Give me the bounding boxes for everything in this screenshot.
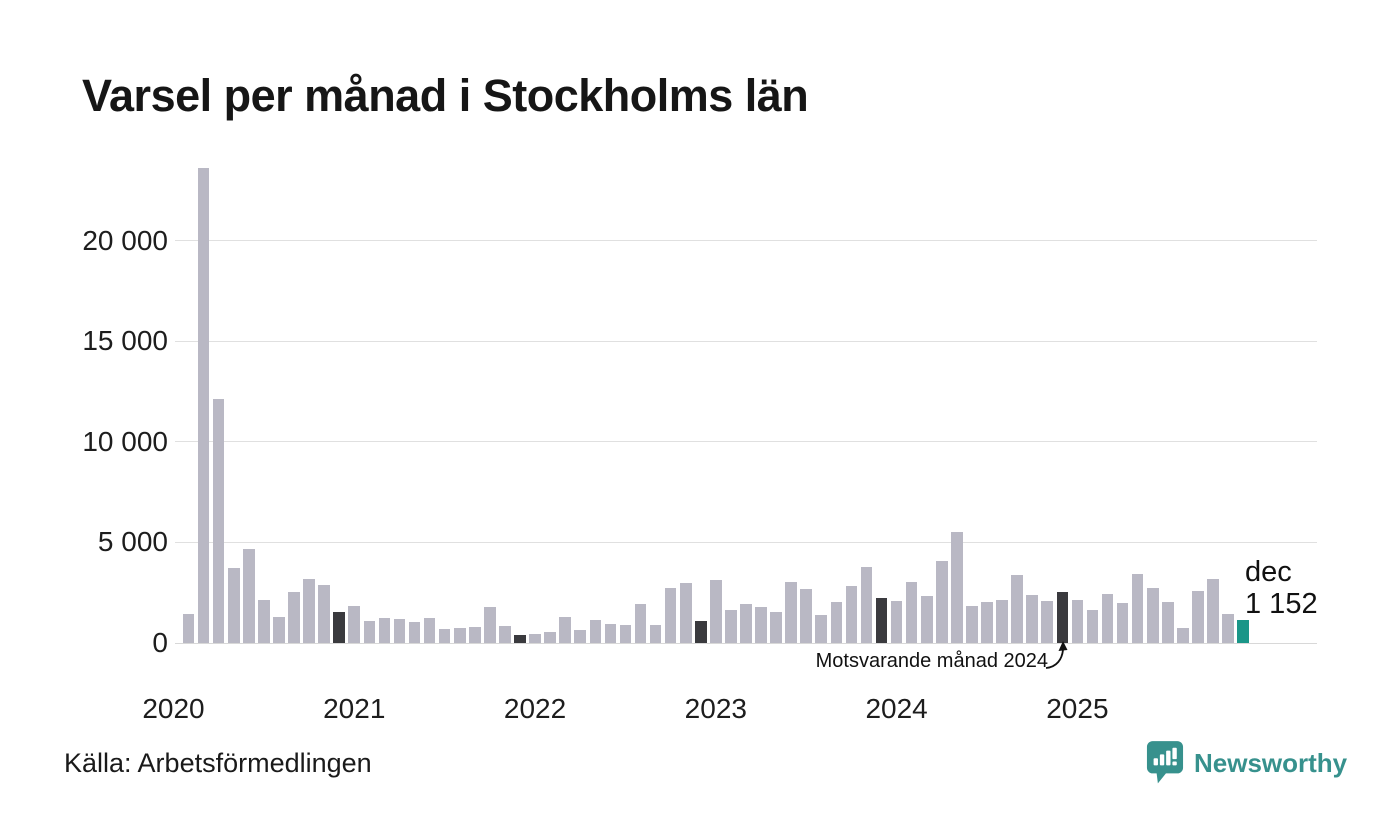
bar-2021-02[interactable] <box>363 621 376 643</box>
bar-2022-07[interactable] <box>619 625 632 643</box>
bar-2025-06[interactable] <box>1146 587 1159 643</box>
bar-2021-05[interactable] <box>408 622 421 643</box>
bar-2025-04[interactable] <box>1116 602 1129 643</box>
bar-2025-09[interactable] <box>1192 591 1204 643</box>
bar-2025-03[interactable] <box>1101 593 1114 643</box>
bar-2021-01[interactable] <box>348 606 361 643</box>
bar-2022-05[interactable] <box>589 620 602 643</box>
bar-2024-03[interactable] <box>920 596 933 643</box>
bar-2025-05[interactable] <box>1131 573 1144 643</box>
bar-2023-05[interactable] <box>770 612 782 643</box>
bar-2022-12[interactable] <box>694 621 707 643</box>
newsworthy-brand-name: Newsworthy <box>1194 747 1348 778</box>
bar-2022-09[interactable] <box>649 625 662 643</box>
gridline <box>175 240 1317 242</box>
bar-2023-08[interactable] <box>815 614 828 643</box>
annotation-corresponding-month: Motsvarande månad 2024 <box>815 650 1048 672</box>
bar-2025-01[interactable] <box>1071 600 1084 643</box>
bar-2025-12[interactable] <box>1237 619 1249 643</box>
bar-2021-11[interactable] <box>499 626 511 643</box>
y-axis-tick-label: 10 000 <box>82 425 168 457</box>
bar-2023-10[interactable] <box>845 585 858 643</box>
bar-2021-12[interactable] <box>514 635 526 643</box>
current-bar-month: dec <box>1245 556 1292 588</box>
x-axis-year-label: 2021 <box>323 693 386 724</box>
bar-2022-08[interactable] <box>634 603 647 643</box>
bar-2020-06[interactable] <box>243 549 255 643</box>
bar-2023-12[interactable] <box>875 597 888 643</box>
newsworthy-logo-icon <box>1146 741 1184 784</box>
bar-2024-08[interactable] <box>996 599 1008 643</box>
bar-2023-03[interactable] <box>740 604 752 643</box>
bar-2025-11[interactable] <box>1222 613 1234 643</box>
y-axis-tick-label: 5 000 <box>97 526 168 558</box>
y-axis-tick-label: 15 000 <box>82 325 168 357</box>
gridline <box>175 441 1317 443</box>
bar-2021-08[interactable] <box>453 628 466 643</box>
bar-2024-10[interactable] <box>1026 594 1038 643</box>
bar-2025-02[interactable] <box>1086 610 1099 643</box>
bar-2020-12[interactable] <box>333 612 345 643</box>
newsworthy-brand[interactable]: Newsworthy <box>1146 740 1347 784</box>
bar-2022-04[interactable] <box>574 629 587 643</box>
bar-2020-07[interactable] <box>258 600 270 643</box>
bar-2021-09[interactable] <box>469 626 481 643</box>
bar-2024-05[interactable] <box>951 531 963 643</box>
x-axis-year-label: 2024 <box>865 693 928 724</box>
y-axis-tick-label: 20 000 <box>82 224 168 256</box>
bar-2022-01[interactable] <box>529 634 541 643</box>
bar-2022-06[interactable] <box>604 624 617 643</box>
bar-2021-06[interactable] <box>423 618 436 643</box>
bar-2020-10[interactable] <box>303 578 315 643</box>
y-axis-tick-label: 0 <box>152 627 168 658</box>
bar-2023-01[interactable] <box>710 580 722 643</box>
bar-2022-11[interactable] <box>679 582 692 643</box>
bar-2025-07[interactable] <box>1161 602 1174 643</box>
bar-2021-03[interactable] <box>378 617 391 643</box>
bar-2023-07[interactable] <box>800 589 813 643</box>
bar-2024-01[interactable] <box>890 600 903 643</box>
bar-2024-12[interactable] <box>1056 592 1069 643</box>
bar-2020-05[interactable] <box>227 567 240 643</box>
bar-2022-10[interactable] <box>664 588 677 643</box>
bar-2023-02[interactable] <box>725 610 737 643</box>
bar-2023-06[interactable] <box>785 581 797 643</box>
bar-2024-07[interactable] <box>981 601 993 643</box>
bar-2025-08[interactable] <box>1177 627 1189 643</box>
gridline <box>175 642 1317 644</box>
bar-2022-03[interactable] <box>559 616 571 643</box>
chart-title: Varsel per månad i Stockholms län <box>82 70 809 121</box>
bar-2024-06[interactable] <box>966 606 978 643</box>
gridline <box>175 541 1317 543</box>
bar-2021-10[interactable] <box>484 606 496 643</box>
x-axis-year-label: 2025 <box>1046 693 1109 724</box>
x-axis-year-label: 2022 <box>503 693 567 724</box>
bar-2024-02[interactable] <box>905 582 918 643</box>
annotation-arrow-icon <box>1045 641 1068 669</box>
x-axis-year-label: 2023 <box>684 693 747 724</box>
bar-2020-11[interactable] <box>318 585 330 643</box>
x-axis-year-label: 2020 <box>142 693 205 724</box>
bar-2020-03[interactable] <box>197 168 210 643</box>
bar-2025-10[interactable] <box>1207 579 1219 643</box>
bar-2021-07[interactable] <box>438 628 451 643</box>
bar-2022-02[interactable] <box>544 632 556 643</box>
bar-2021-04[interactable] <box>393 619 406 643</box>
current-bar-value: 1 152 <box>1245 588 1318 620</box>
source-caption: Källa: Arbetsförmedlingen <box>64 748 372 778</box>
bar-2023-04[interactable] <box>755 607 767 643</box>
bar-2020-08[interactable] <box>273 617 285 643</box>
bar-2023-09[interactable] <box>830 601 843 643</box>
bar-2020-02[interactable] <box>182 614 195 643</box>
bar-2020-09[interactable] <box>288 591 300 643</box>
gridline <box>175 340 1317 342</box>
current-bar-label: dec 1 152 <box>1245 556 1318 620</box>
bar-2024-11[interactable] <box>1041 601 1054 643</box>
bar-2023-11[interactable] <box>860 567 873 643</box>
bar-2020-04[interactable] <box>212 398 225 643</box>
bar-2024-09[interactable] <box>1011 575 1023 643</box>
bar-2024-04[interactable] <box>936 561 948 643</box>
